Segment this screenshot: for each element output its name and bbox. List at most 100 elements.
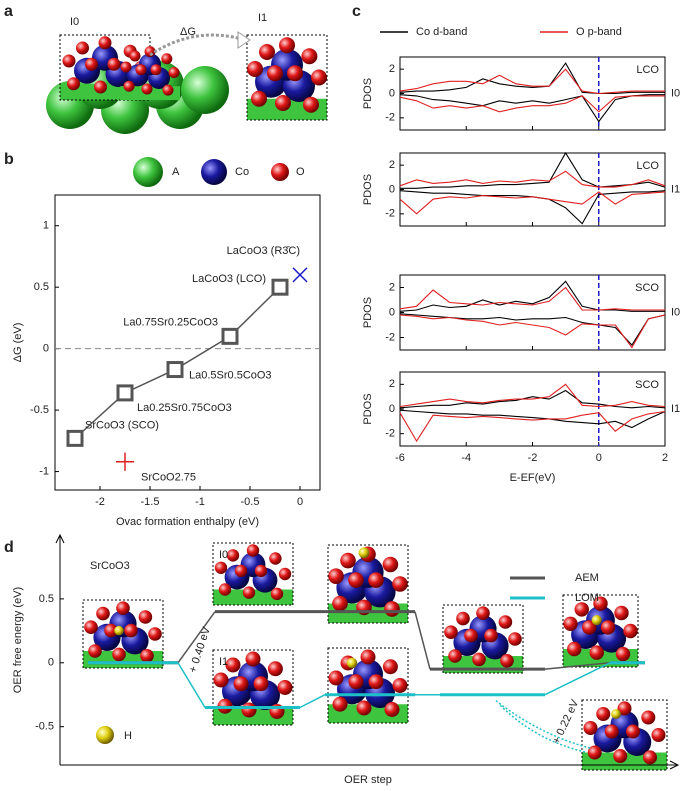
structure — [212, 649, 294, 726]
o-atom — [247, 61, 263, 77]
o-atom — [107, 57, 121, 71]
box — [212, 649, 294, 726]
box — [212, 542, 294, 606]
o-atom — [116, 601, 130, 615]
marker — [221, 327, 239, 345]
y-tick-label: -2 — [385, 208, 395, 220]
arrow — [149, 33, 246, 57]
o-atom — [348, 674, 364, 690]
structure — [442, 604, 524, 674]
legend-label: A — [172, 166, 180, 178]
o-atom — [225, 657, 241, 673]
y-tick-label: 0.5 — [39, 593, 54, 605]
x-tick-label: -0.5 — [241, 496, 260, 508]
step-connector — [544, 662, 611, 696]
o-atom — [269, 552, 282, 565]
o-atom — [332, 595, 348, 612]
o-atom — [267, 661, 283, 677]
o-atom — [144, 46, 156, 58]
x-tick-label: -4 — [461, 452, 471, 464]
o-atom — [600, 620, 616, 635]
o-atom — [275, 95, 291, 111]
x-tick-label: -1 — [195, 496, 205, 508]
o-atom — [98, 36, 112, 50]
o-atom — [214, 561, 228, 574]
point-label: SrCoO3 (SCO) — [85, 419, 159, 431]
o-atom — [587, 745, 602, 760]
panel-tag: SCO — [635, 379, 659, 391]
o-atom — [254, 564, 268, 578]
o-atom — [368, 572, 384, 588]
pdos-line — [399, 409, 666, 429]
o-atom — [168, 67, 180, 78]
legend-label: O p-band — [576, 26, 622, 38]
o-atom — [604, 724, 619, 739]
o-atom — [234, 564, 248, 578]
dashed-arrow — [494, 699, 591, 749]
o-atom — [384, 702, 400, 717]
legend-label: Co — [235, 166, 249, 178]
o-atom — [270, 587, 284, 601]
y-tick-label: -0.5 — [35, 721, 54, 733]
point-label: La0.25Sr0.75CoO3 — [137, 402, 232, 414]
o-atom — [384, 601, 400, 617]
pdos-line — [399, 191, 666, 215]
y-tick-label: 2 — [389, 159, 395, 171]
structure — [212, 542, 294, 606]
plot-frame — [399, 56, 666, 131]
structure — [246, 34, 328, 121]
extra-label: LaCoO3 (R3̄C) — [227, 245, 300, 257]
o-atom — [233, 676, 249, 692]
atom-icon — [133, 157, 163, 187]
box — [59, 34, 151, 101]
o-atom — [582, 620, 597, 635]
pdos-line — [399, 62, 665, 95]
pdos-line — [399, 95, 665, 113]
o-atom — [88, 644, 102, 658]
o-atom — [96, 606, 110, 621]
h-atom — [114, 625, 124, 636]
o-atom — [348, 572, 364, 588]
o-atom — [120, 61, 132, 73]
o-atom — [129, 50, 141, 62]
panel-tag: SCO — [635, 282, 659, 294]
o-atom — [456, 611, 470, 626]
pdos-line — [399, 286, 665, 311]
o-atom — [253, 676, 269, 692]
o-atom — [643, 750, 657, 765]
y-tick-label: 2 — [389, 378, 395, 390]
o-atom — [104, 623, 118, 638]
o-atom — [583, 721, 598, 735]
o-atom — [641, 710, 656, 725]
o-atom — [444, 625, 458, 639]
o-atom — [76, 41, 89, 55]
y-tick-label: 2 — [389, 281, 395, 293]
o-atom — [94, 80, 107, 94]
pdos-line — [399, 68, 665, 95]
o-atom — [267, 65, 283, 82]
o-atom — [356, 700, 372, 716]
y-tick-label: 0 — [48, 657, 54, 669]
o-atom — [498, 615, 513, 629]
o-atom — [484, 628, 498, 643]
box — [442, 604, 524, 674]
o-atom — [472, 652, 486, 667]
o-atom — [508, 632, 522, 646]
y-tick-label: -2 — [385, 112, 395, 124]
o-atom — [311, 69, 327, 86]
h-atom — [611, 709, 621, 719]
y-axis-title: PDOS — [362, 78, 374, 109]
o-atom — [148, 627, 162, 641]
o-atom — [242, 586, 256, 599]
o-atom — [150, 64, 162, 76]
step-connector — [299, 694, 326, 709]
axis-arrow — [669, 760, 680, 770]
o-atom — [301, 48, 318, 65]
o-atom — [626, 724, 640, 739]
o-atom — [67, 77, 80, 91]
step-connector — [414, 611, 431, 670]
y-axis-title: ΔG (eV) — [12, 323, 24, 363]
o-atom — [563, 616, 578, 631]
o-atom — [340, 552, 356, 569]
